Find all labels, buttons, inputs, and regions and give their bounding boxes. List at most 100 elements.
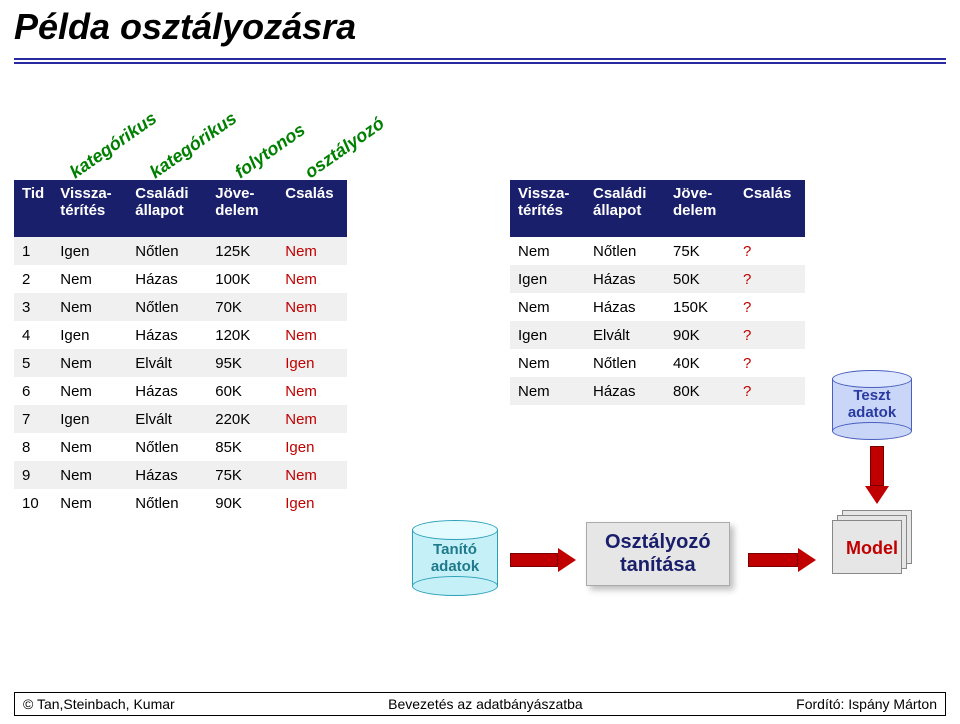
table-cell: Nem — [277, 461, 347, 489]
table-cell: Nőtlen — [585, 349, 665, 377]
table-cell: Házas — [127, 265, 207, 293]
table-cell: 40K — [665, 349, 735, 377]
table-cell: Igen — [277, 349, 347, 377]
table-header: Családiállapot — [127, 180, 207, 237]
table-cell: Igen — [52, 237, 127, 265]
table-cell: 220K — [207, 405, 277, 433]
table-cell: Házas — [585, 265, 665, 293]
table-row: NemNőtlen75K? — [510, 237, 805, 265]
table-cell: Nem — [510, 237, 585, 265]
table-cell: Nem — [52, 461, 127, 489]
table-cell: 95K — [207, 349, 277, 377]
table-cell: Nőtlen — [585, 237, 665, 265]
table-cell: Igen — [510, 265, 585, 293]
table-cell: ? — [735, 377, 805, 405]
table-cell: 2 — [14, 265, 52, 293]
table-cell: Elvált — [127, 405, 207, 433]
arrow-classifier-to-model — [748, 548, 816, 572]
table-row: NemHázas80K? — [510, 377, 805, 405]
table-cell: 90K — [665, 321, 735, 349]
table-cell: Nőtlen — [127, 489, 207, 517]
table-cell: 50K — [665, 265, 735, 293]
table-cell: ? — [735, 265, 805, 293]
table-row: NemHázas150K? — [510, 293, 805, 321]
table-cell: Igen — [52, 405, 127, 433]
table-cell: 10 — [14, 489, 52, 517]
table-cell: ? — [735, 321, 805, 349]
table-cell: 75K — [665, 237, 735, 265]
title-rule — [14, 58, 946, 64]
table-cell: ? — [735, 293, 805, 321]
train-data-cylinder: Tanító adatok — [412, 520, 498, 596]
table-cell: Nem — [277, 265, 347, 293]
table-cell: Házas — [585, 377, 665, 405]
table-cell: 75K — [207, 461, 277, 489]
table-cell: Házas — [585, 293, 665, 321]
table-cell: 150K — [665, 293, 735, 321]
footer-left: © Tan,Steinbach, Kumar — [15, 693, 183, 715]
table-cell: ? — [735, 237, 805, 265]
table-cell: Nőtlen — [127, 293, 207, 321]
table-row: 6NemHázas60KNem — [14, 377, 347, 405]
table-header: Jöve-delem — [207, 180, 277, 237]
classifier-line1: Osztályozó — [605, 531, 711, 553]
table-row: 7IgenElvált220KNem — [14, 405, 347, 433]
table-cell: Házas — [127, 377, 207, 405]
table-cell: 7 — [14, 405, 52, 433]
table-cell: 9 — [14, 461, 52, 489]
rot-label-4: osztályozó — [301, 113, 388, 183]
table-cell: Nem — [52, 433, 127, 461]
table-cell: Nem — [277, 237, 347, 265]
table-cell: 100K — [207, 265, 277, 293]
arrow-test-to-model — [865, 446, 889, 504]
classifier-box: Osztályozó tanítása — [586, 522, 730, 586]
test-cyl-line1: Teszt — [853, 387, 890, 404]
table-cell: Nem — [52, 489, 127, 517]
table-cell: Nem — [52, 377, 127, 405]
table-cell: Házas — [127, 461, 207, 489]
table-row: 2NemHázas100KNem — [14, 265, 347, 293]
table-cell: 90K — [207, 489, 277, 517]
page-title: Példa osztályozásra — [14, 6, 356, 48]
table-cell: Nem — [510, 377, 585, 405]
table-cell: 80K — [665, 377, 735, 405]
test-cyl-line2: adatok — [848, 404, 896, 421]
table-cell: Házas — [127, 321, 207, 349]
table-cell: 1 — [14, 237, 52, 265]
train-cyl-line2: adatok — [431, 558, 479, 575]
table-cell: Nőtlen — [127, 433, 207, 461]
table-cell: Igen — [277, 433, 347, 461]
table-cell: 8 — [14, 433, 52, 461]
model-label: Model — [832, 538, 912, 559]
table-header: Vissza-térítés — [510, 180, 585, 237]
footer: © Tan,Steinbach, Kumar Bevezetés az adat… — [14, 692, 946, 716]
rot-label-3: folytonos — [231, 119, 309, 183]
table-cell: Nem — [52, 265, 127, 293]
slide: Példa osztályozásra kategórikus kategóri… — [0, 0, 960, 724]
table-cell: Nem — [277, 405, 347, 433]
table-cell: 60K — [207, 377, 277, 405]
table-cell: Nőtlen — [127, 237, 207, 265]
train-cyl-line1: Tanító — [433, 541, 477, 558]
table-header: Vissza-térítés — [52, 180, 127, 237]
table-cell: Nem — [277, 377, 347, 405]
table-cell: 125K — [207, 237, 277, 265]
table-cell: Nem — [510, 349, 585, 377]
rot-label-2: kategórikus — [146, 108, 241, 183]
footer-right: Fordító: Ispány Márton — [788, 693, 945, 715]
test-table: Vissza-térítésCsaládiállapotJöve-delemCs… — [510, 180, 805, 405]
table-row: 9NemHázas75KNem — [14, 461, 347, 489]
table-cell: Elvált — [127, 349, 207, 377]
table-cell: Igen — [277, 489, 347, 517]
table-row: IgenElvált90K? — [510, 321, 805, 349]
arrow-train-to-classifier — [510, 548, 576, 572]
table-cell: Nem — [52, 293, 127, 321]
table-row: 10NemNőtlen90KIgen — [14, 489, 347, 517]
table-row: 8NemNőtlen85KIgen — [14, 433, 347, 461]
table-cell: Nem — [277, 321, 347, 349]
table-cell: 85K — [207, 433, 277, 461]
table-cell: 4 — [14, 321, 52, 349]
table-header: Tid — [14, 180, 52, 237]
table-row: IgenHázas50K? — [510, 265, 805, 293]
table-cell: Nem — [52, 349, 127, 377]
